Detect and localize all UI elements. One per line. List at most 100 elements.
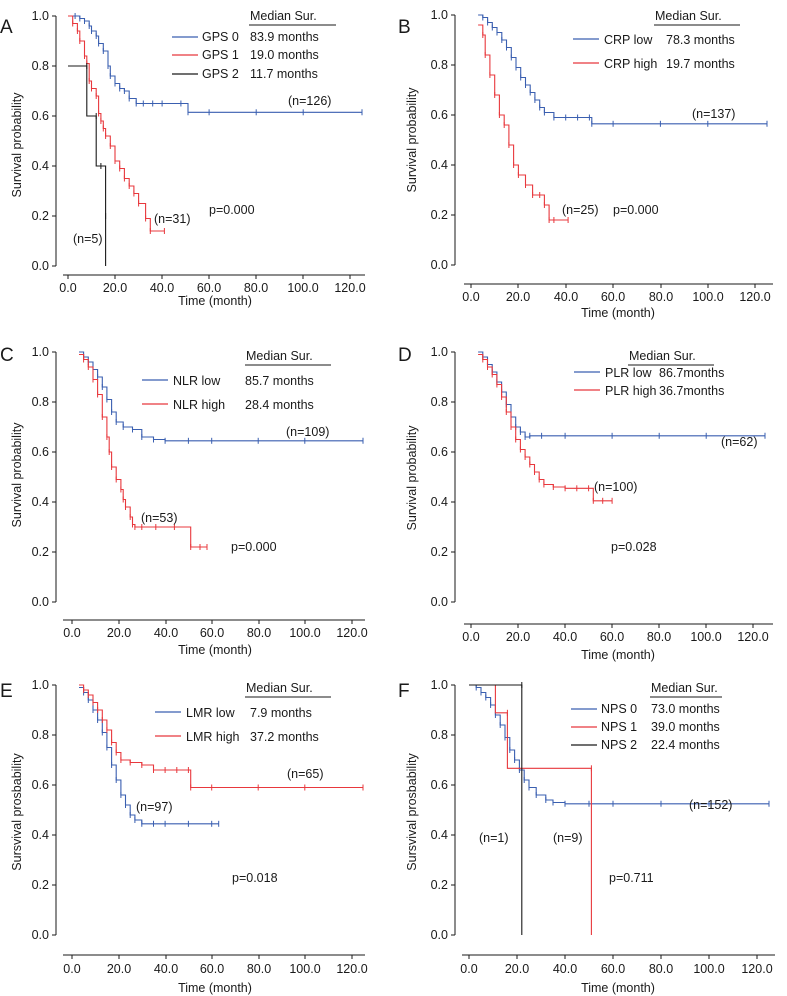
p-value: p=0.018 — [232, 871, 278, 885]
panel-letter-c: C — [0, 345, 14, 366]
n-label-plr-high: (n=100) — [594, 480, 637, 494]
y-tick-label: 0.0 — [32, 928, 49, 942]
x-tick-2: 40.0 — [154, 620, 178, 640]
x-tick-label: 0.0 — [462, 290, 479, 304]
legend-label: NLR low — [173, 374, 221, 388]
n-label-lmr-low: (n=97) — [136, 800, 172, 814]
y-tick-label: 1.0 — [32, 9, 49, 23]
legend-median: 85.7 months — [245, 374, 314, 388]
x-tick-1: 20.0 — [103, 275, 127, 295]
x-tick-label: 20.0 — [107, 962, 131, 976]
legend: Median Sur. NLR low 85.7 months NLR high 2… — [142, 349, 331, 412]
y-tick-label: 0.2 — [431, 545, 448, 559]
legend-label: PLR low — [605, 366, 653, 380]
y-tick-3: 0.6 — [32, 445, 56, 459]
x-axis-title: Time (month) — [581, 648, 655, 662]
x-tick-4: 80.0 — [244, 275, 268, 295]
legend-item-lmr-high: LMR high 37.2 months — [155, 730, 319, 744]
series-line-nps-2 — [469, 684, 523, 935]
n-label-plr-low: (n=62) — [721, 435, 757, 449]
y-tick-label: 0.6 — [431, 108, 448, 122]
panel-b: B Survival probability Time (month) 0.0 … — [398, 8, 773, 320]
x-tick-label: 0.0 — [59, 281, 76, 295]
x-tick-4: 80.0 — [649, 284, 673, 304]
n-label-nlr-high: (n=53) — [141, 511, 177, 525]
legend-median: 19.7 months — [666, 57, 735, 71]
y-axis-title: Sursvival prosbability — [10, 753, 24, 871]
y-tick-1: 0.2 — [431, 208, 455, 222]
y-tick-label: 0.8 — [32, 395, 49, 409]
x-tick-label: 40.0 — [150, 281, 174, 295]
x-tick-label: 100.0 — [287, 281, 318, 295]
n-label-nlr-low: (n=109) — [286, 425, 329, 439]
x-tick-0: 0.0 — [462, 624, 480, 644]
x-tick-0: 0.0 — [59, 275, 77, 295]
x-tick-label: 20.0 — [107, 626, 131, 640]
series-line-gps-1 — [68, 15, 165, 232]
x-axis-title: Time (month) — [178, 294, 252, 308]
y-tick-label: 1.0 — [32, 678, 49, 692]
legend-median: 11.7 months — [250, 67, 318, 81]
x-tick-label: 0.0 — [63, 626, 80, 640]
legend-label: CRP high — [604, 57, 657, 71]
plot-area — [79, 684, 364, 827]
y-tick-1: 0.2 — [32, 878, 56, 892]
n-label-gps-0: (n=126) — [288, 94, 331, 108]
y-axis-title: Survival probability — [10, 422, 24, 528]
y-tick-0: 0.0 — [32, 259, 56, 273]
legend-item-gps-0: GPS 0 83.9 months — [172, 30, 319, 44]
legend-item-plr-low: PLR low 86.7months — [574, 366, 724, 380]
series-line-crp-high — [478, 24, 569, 221]
y-tick-2: 0.4 — [431, 495, 455, 509]
x-tick-1: 20.0 — [107, 955, 131, 976]
x-tick-5: 100.0 — [289, 955, 321, 976]
x-tick-1: 20.0 — [506, 284, 530, 304]
x-tick-5: 100.0 — [287, 275, 319, 295]
legend-title: Median Sur. — [250, 9, 317, 23]
n-label-nps-0: (n=152) — [689, 798, 732, 812]
panel-f: F Sursvival prosbability Time (month) 0.… — [398, 678, 775, 995]
legend-item-crp-low: CRP low 78.3 months — [573, 33, 735, 47]
x-tick-label: 60.0 — [601, 290, 625, 304]
y-tick-label: 0.0 — [431, 595, 448, 609]
y-tick-4: 0.8 — [32, 728, 56, 742]
legend-item-nps-1: NPS 1 39.0 months — [571, 720, 720, 734]
n-label-crp-low: (n=137) — [692, 107, 735, 121]
legend-title: Median Sur. — [651, 681, 718, 695]
y-tick-5: 1.0 — [32, 9, 56, 23]
n-label-nps-1: (n=9) — [553, 831, 583, 845]
y-tick-3: 0.6 — [32, 778, 56, 792]
p-value: p=0.000 — [231, 540, 277, 554]
x-tick-6: 120.0 — [739, 284, 771, 304]
y-tick-label: 0.4 — [32, 828, 49, 842]
panel-letter-e: E — [0, 681, 13, 702]
panel-d: D Survival probability Time (month) 0.0 … — [398, 345, 773, 662]
x-tick-label: 80.0 — [647, 630, 671, 644]
y-tick-label: 0.6 — [32, 445, 49, 459]
y-tick-1: 0.2 — [32, 209, 56, 223]
y-tick-5: 1.0 — [32, 678, 56, 692]
legend-median: 73.0 months — [651, 702, 720, 716]
y-tick-label: 0.6 — [431, 445, 448, 459]
x-tick-label: 20.0 — [505, 962, 529, 976]
y-axis-title: Survival probability — [405, 87, 419, 193]
legend-label: NPS 0 — [601, 702, 637, 716]
panel-letter-b: B — [398, 17, 411, 38]
y-axis: 0.0 0.2 0.4 0.6 0.8 1.0 — [32, 345, 57, 609]
legend-item-crp-high: CRP high 19.7 months — [573, 57, 735, 71]
y-tick-0: 0.0 — [431, 258, 455, 272]
y-tick-label: 0.8 — [32, 728, 49, 742]
y-tick-label: 0.0 — [32, 259, 49, 273]
series-line-crp-low — [478, 14, 767, 125]
x-axis: 0.0 20.0 40.0 60.0 80.0 100.0 120.0 — [63, 619, 368, 640]
legend-label: PLR high — [605, 384, 656, 398]
legend-title: Median Sur. — [246, 681, 313, 695]
y-tick-2: 0.4 — [32, 159, 56, 173]
x-tick-6: 120.0 — [334, 275, 366, 295]
x-tick-6: 120.0 — [336, 955, 368, 976]
legend-median: 7.9 months — [250, 706, 312, 720]
legend-median: 86.7months — [659, 366, 724, 380]
y-tick-2: 0.4 — [32, 495, 56, 509]
x-tick-label: 80.0 — [649, 290, 673, 304]
y-tick-0: 0.0 — [32, 595, 56, 609]
